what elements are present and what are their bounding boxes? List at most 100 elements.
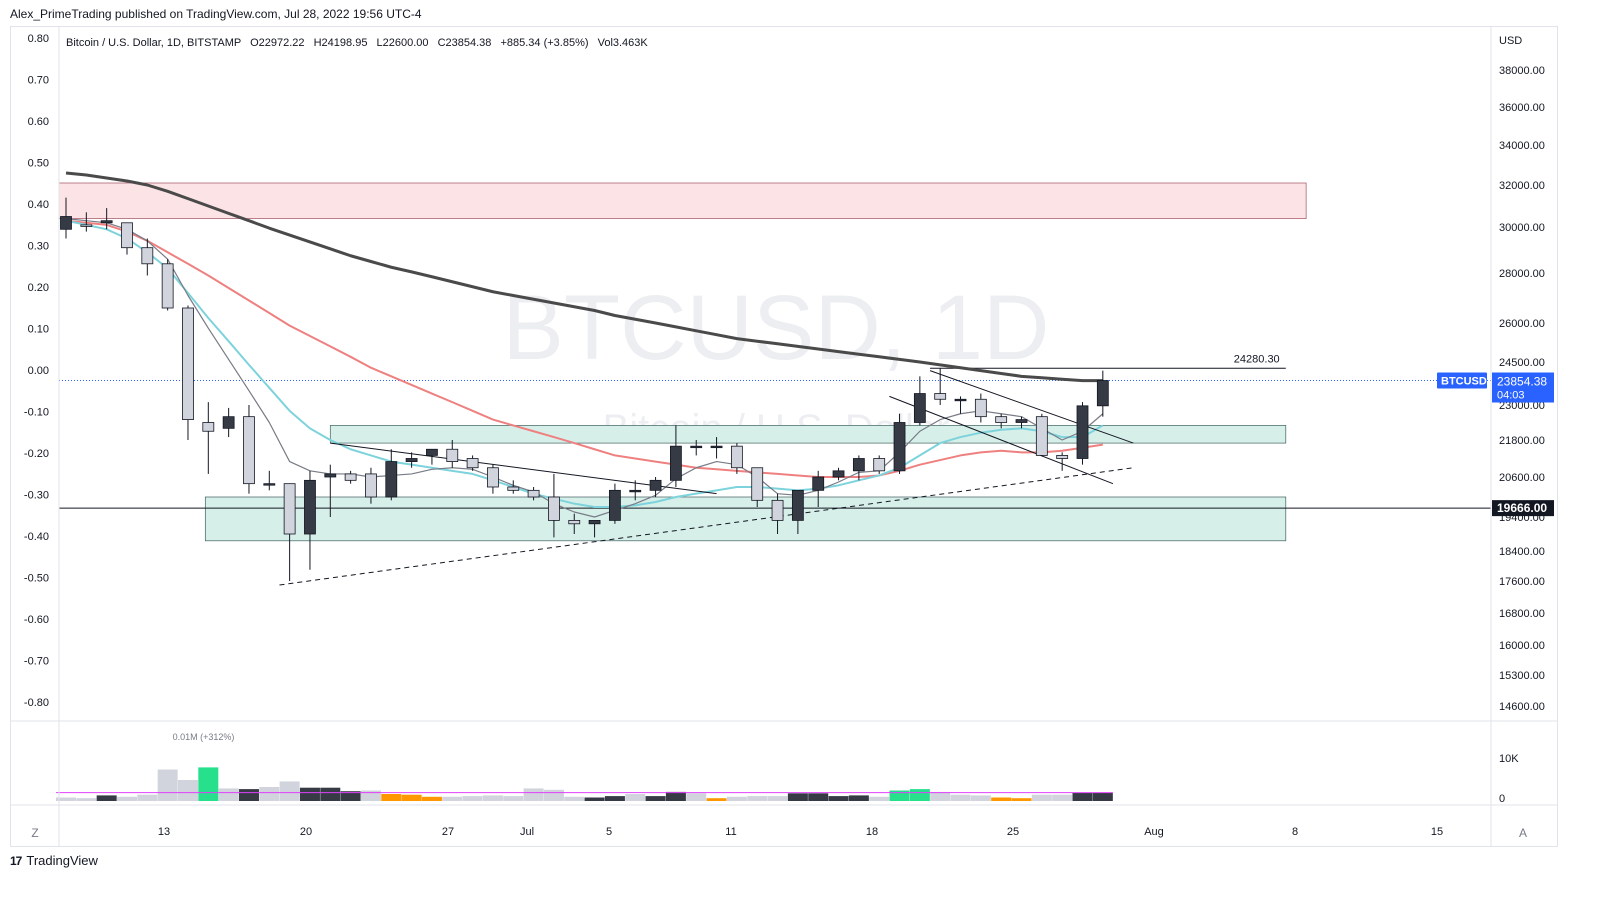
candle <box>60 197 72 239</box>
candle-body <box>80 224 93 227</box>
candle <box>832 467 845 481</box>
candle-body <box>121 222 133 249</box>
price-tag-countdown: 04:03 <box>1497 390 1525 402</box>
volume-bar <box>726 796 747 801</box>
right-axis-tick: 36000.00 <box>1499 102 1545 114</box>
legend-close: C23854.38 <box>438 37 492 49</box>
candle <box>1076 402 1089 465</box>
ema-red-line <box>65 219 1103 478</box>
time-axis-label: Aug <box>1144 826 1164 838</box>
legend-low: L22600.00 <box>377 37 429 49</box>
left-axis-tick: -0.20 <box>24 448 49 460</box>
right-axis-tick: 23000.00 <box>1499 400 1545 412</box>
candle <box>649 477 662 497</box>
time-axis-label: 20 <box>300 826 312 838</box>
candle-body <box>751 467 764 501</box>
right-axis-tick: 34000.00 <box>1499 140 1545 152</box>
price-tag-value: 23854.38 <box>1497 375 1547 389</box>
legend-line: Bitcoin / U.S. Dollar, 1D, BITSTAMP O229… <box>66 37 648 49</box>
time-axis-label: 18 <box>866 826 878 838</box>
volume-axis-label: 0 <box>1499 793 1505 805</box>
candle <box>487 464 499 494</box>
candle-body <box>263 483 276 486</box>
auto-scale-left-button[interactable]: Z <box>31 826 38 840</box>
candle-body <box>974 398 987 418</box>
volume-bar <box>564 796 585 801</box>
volume-bar <box>1092 792 1113 801</box>
candle-body <box>588 519 601 525</box>
candle <box>670 425 682 487</box>
time-axis-label: Jul <box>520 826 534 838</box>
candle <box>1056 452 1069 471</box>
right-axis-tick: 21800.00 <box>1499 435 1545 447</box>
volume-bar <box>828 796 849 801</box>
candle-body <box>487 467 499 488</box>
volume-axis-label: 10K <box>1499 753 1519 765</box>
left-axis-tick: 0.70 <box>28 75 49 87</box>
trendline <box>889 395 1114 485</box>
candle <box>344 470 357 484</box>
current-price-tag: BTCUSD 23854.38 04:03 <box>1437 372 1554 403</box>
volume-bar <box>1052 794 1073 801</box>
candle <box>100 208 113 230</box>
candle <box>1015 416 1028 429</box>
volume-bar <box>381 794 402 801</box>
candle-body <box>832 470 845 478</box>
candle <box>1096 370 1109 417</box>
right-axis-tick: 32000.00 <box>1499 180 1545 192</box>
candle-body <box>304 479 316 535</box>
right-axis-tick: 18400.00 <box>1499 546 1545 558</box>
candle <box>690 440 703 456</box>
candle <box>507 480 520 494</box>
ema-fast-line <box>65 218 1104 518</box>
candle-body <box>629 489 642 493</box>
volume-bar <box>787 793 808 801</box>
candle <box>446 440 459 468</box>
legend-volume: Vol3.463K <box>598 37 649 49</box>
candle-body <box>222 416 235 429</box>
candle-body <box>405 458 418 462</box>
left-axis-tick: -0.50 <box>24 573 49 585</box>
right-axis-tick: 24500.00 <box>1499 357 1545 369</box>
candle <box>466 455 479 471</box>
volume-bar <box>604 796 625 801</box>
auto-scale-right-button[interactable]: A <box>1519 826 1527 840</box>
candle <box>304 470 316 570</box>
candle <box>730 443 743 474</box>
volume-peak-label: 0.01M (+312%) <box>173 732 235 742</box>
footer-brand-text: TradingView <box>26 853 98 868</box>
time-axis-label: 5 <box>606 826 612 838</box>
candle-body <box>60 216 72 230</box>
candle <box>80 212 93 232</box>
candle-body <box>791 489 804 521</box>
candle-body <box>873 458 886 472</box>
candle-body <box>161 263 174 309</box>
volume-bar <box>584 797 605 801</box>
left-axis-tick: -0.70 <box>24 656 49 668</box>
volume-bar <box>116 796 137 801</box>
volume-bar <box>442 796 463 801</box>
volume-bar <box>259 787 280 801</box>
volume-bar <box>950 794 971 801</box>
volume-bar <box>909 789 930 801</box>
candle-body <box>649 479 662 491</box>
volume-bar <box>360 790 381 801</box>
candle-body <box>182 307 194 420</box>
candle <box>568 513 581 534</box>
legend-change: +885.34 (+3.85%) <box>500 37 588 49</box>
candle <box>629 480 642 501</box>
right-axis-tick: 17600.00 <box>1499 576 1545 588</box>
left-axis-tick: -0.10 <box>24 407 49 419</box>
volume-bar <box>543 789 564 801</box>
footer-brand[interactable]: 17 TradingView <box>10 853 98 868</box>
candle-body <box>609 489 621 521</box>
left-axis-tick: 0.80 <box>28 33 49 45</box>
candle <box>527 487 540 501</box>
left-axis-tick: -0.80 <box>24 697 49 709</box>
candle <box>954 396 967 414</box>
symbol-tag: BTCUSD <box>1441 376 1487 388</box>
ema-slow-line <box>65 171 1103 383</box>
resistance-label: 24280.30 <box>1234 353 1280 365</box>
volume-bar <box>686 793 707 801</box>
